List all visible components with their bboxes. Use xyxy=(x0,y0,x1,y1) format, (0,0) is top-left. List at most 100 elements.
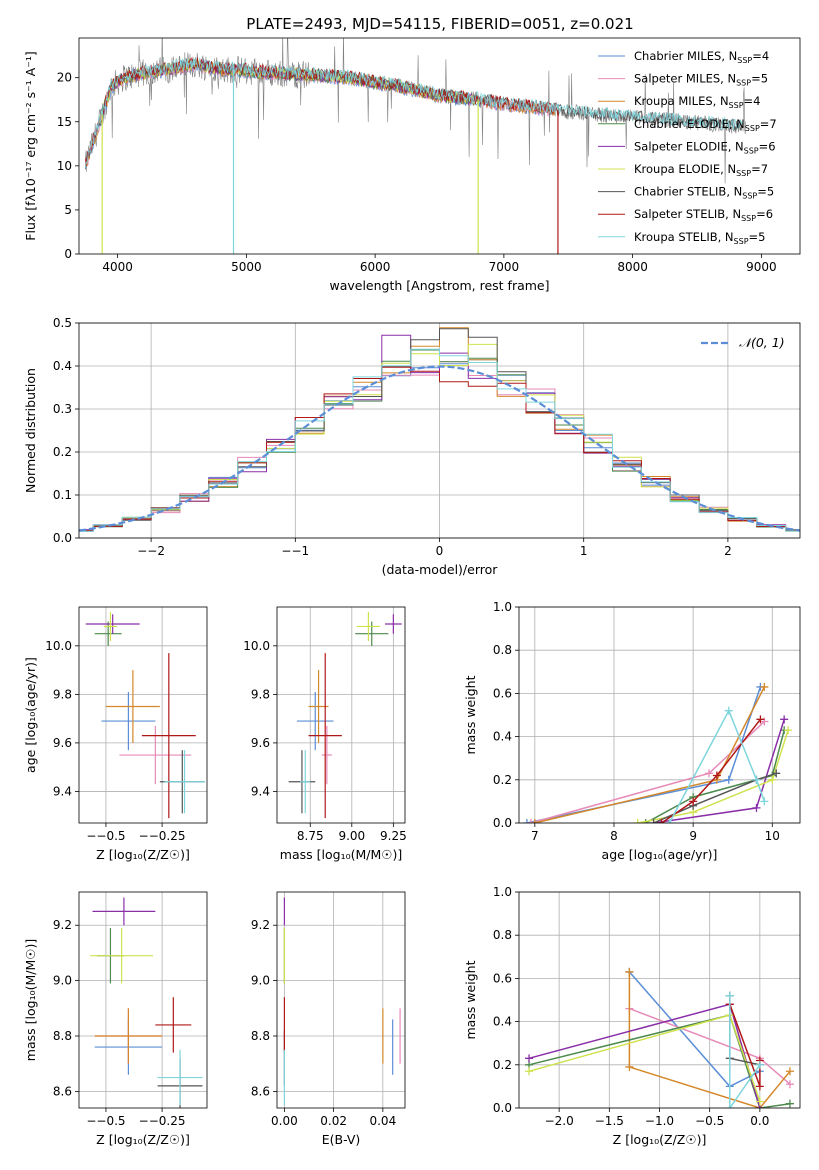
axes-frame xyxy=(78,891,208,1109)
tick-label-y: 0.2 xyxy=(493,1058,512,1072)
tick-label-x: −1.5 xyxy=(595,1114,624,1128)
tick-label-y: 0.4 xyxy=(493,730,512,744)
weight-marker-chabrier-stelib xyxy=(649,819,658,823)
weight-marker-salpeter-stelib xyxy=(756,715,765,724)
legend-subscript: SSP xyxy=(736,169,751,178)
tick-label-x: −1.0 xyxy=(645,1114,674,1128)
residuals-panel: −−2 −−1 0 1 2 0.0 0.1 0.2 0.3 0.4 0.5 (data-model)/… xyxy=(23,316,801,577)
tick-label-y: 9.6 xyxy=(53,736,72,750)
age-vs-mass-panel: 8.75 9.00 9.25 9.4 9.6 9.8 10.0 mass [log₁₀(M/M… xyxy=(243,606,407,862)
tick-label-y: 0.2 xyxy=(493,773,512,787)
weight-marker-kroupa-stelib xyxy=(755,1060,764,1069)
weight-marker-salpeter-elodie xyxy=(780,715,789,724)
tick-label-x: 0.04 xyxy=(369,1114,396,1128)
tick-label-x: 2 xyxy=(724,544,732,558)
age-vs-Z-panel: −−0.5 −−0.25 9.4 9.6 9.8 10.0 Z [log₁₀(Z/Z☉)] a… xyxy=(23,606,208,862)
tick-label-x: 10 xyxy=(765,829,780,843)
weight-marker-chabrier-miles xyxy=(522,819,531,823)
tick-label-y: 0.6 xyxy=(493,971,512,985)
weight-marker-kroupa-miles xyxy=(760,682,769,691)
legend-subscript: SSP xyxy=(729,101,744,110)
legend-entry-kroupa-elodie: Kroupa ELODIE, NSSP=7 xyxy=(634,162,768,178)
legend-entry-kroupa-stelib: Kroupa STELIB, NSSP=5 xyxy=(634,230,765,246)
weight-line-chabrier-elodie xyxy=(645,729,785,823)
weight-line-kroupa-stelib xyxy=(729,995,761,1108)
y-axis-label: mass [log₁₀(M/M☉)] xyxy=(23,939,38,1061)
weight-line-kroupa-elodie xyxy=(528,1014,761,1102)
weight-line-kroupa-miles xyxy=(534,686,766,823)
legend-entry-salpeter-elodie: Salpeter ELODIE, NSSP=6 xyxy=(634,139,776,155)
weight-line-salpeter-stelib xyxy=(661,718,761,823)
x-axis-label: E(B-V) xyxy=(322,1132,361,1147)
tick-label-x: 4000 xyxy=(102,260,133,274)
weight-marker-salpeter-stelib xyxy=(712,771,721,780)
y-axis-label: Flux [fλ10⁻¹⁷ erg cm⁻² s⁻¹ A⁻¹] xyxy=(23,51,38,240)
tick-label-y: 0 xyxy=(64,247,72,261)
x-axis-label: mass [log₁₀(M/M☉)] xyxy=(280,847,402,862)
y-axis-label: Normed distribution xyxy=(23,368,38,493)
weight-line-chabrier-miles xyxy=(526,686,762,823)
tick-label-y: 5 xyxy=(64,203,72,217)
model-spectrum-kroupa-stelib xyxy=(85,57,743,169)
mass-vs-EBV-panel: 0.00 0.02 0.04 8.6 8.8 9.0 9.2 E(B-V) xyxy=(251,891,406,1147)
spectrum-panel: 4000 5000 6000 7000 8000 9000 0 5 10 15 20 waveleng… xyxy=(23,37,801,293)
tick-label-y: 0.0 xyxy=(53,531,72,545)
tick-label-y: 20 xyxy=(57,71,72,85)
legend-value: =4 xyxy=(752,49,769,63)
weight-marker-kroupa-elodie xyxy=(768,775,777,784)
legend-value: =6 xyxy=(759,139,776,153)
tick-label-y: 9.4 xyxy=(53,784,72,798)
mass-vs-EBV-content xyxy=(283,897,401,1106)
y-axis-label: mass weight xyxy=(463,960,478,1039)
tick-label-y: 8.8 xyxy=(53,1029,72,1043)
weight-marker-kroupa-stelib xyxy=(752,775,761,784)
tick-label-x: 8000 xyxy=(617,260,648,274)
weight-marker-salpeter-miles xyxy=(526,819,535,823)
plot-area: 4000 5000 6000 7000 8000 900005101520waveleng… xyxy=(23,37,801,1147)
legend-entry-chabrier-miles: Chabrier MILES, NSSP=4 xyxy=(634,49,769,65)
normal-curve xyxy=(79,365,800,532)
tick-label-x: −−2 xyxy=(137,544,165,558)
axes-frame xyxy=(276,606,406,824)
tick-label-x: 0 xyxy=(436,544,444,558)
tick-label-y: 9.8 xyxy=(251,687,270,701)
tick-label-y: 9.2 xyxy=(251,918,270,932)
weight-line-kroupa-stelib xyxy=(668,708,766,823)
age-vs-Z-content xyxy=(85,611,205,819)
histogram-chabrier-stelib xyxy=(79,328,800,532)
tick-label-y: 10.0 xyxy=(243,639,270,653)
legend-entry-salpeter-miles: Salpeter MILES, NSSP=5 xyxy=(634,72,768,88)
tick-label-x: 0.0 xyxy=(750,1114,769,1128)
legend-entry-kroupa-miles: Kroupa MILES, NSSP=4 xyxy=(634,94,760,110)
tick-label-x: 8.75 xyxy=(297,829,324,843)
x-axis-label: Z [log₁₀(Z/Z☉)] xyxy=(96,847,190,862)
tick-label-y: 9.2 xyxy=(53,918,72,932)
legend-value: =6 xyxy=(756,207,773,221)
tick-label-y: 9.0 xyxy=(53,974,72,988)
tick-label-x: 0.02 xyxy=(320,1114,347,1128)
tick-label-y: 8.8 xyxy=(251,1029,270,1043)
weight-marker-salpeter-miles xyxy=(785,1080,794,1089)
tick-label-y: 8.6 xyxy=(53,1084,72,1098)
tick-label-y: 0.3 xyxy=(53,402,72,416)
weight-marker-kroupa-elodie xyxy=(525,1067,534,1076)
weight-marker-kroupa-stelib xyxy=(724,706,733,715)
tick-label-y: 0.0 xyxy=(493,816,512,830)
mass-weight-vs-age-content xyxy=(522,682,793,823)
tick-label-x: −2.0 xyxy=(545,1114,574,1128)
weight-marker-kroupa-miles xyxy=(625,1062,634,1071)
weight-marker-salpeter-stelib xyxy=(689,797,698,806)
weight-marker-kroupa-stelib xyxy=(725,1104,734,1108)
legend-value: =5 xyxy=(749,230,766,244)
tick-label-x: 7 xyxy=(531,829,539,843)
tick-label-x: 5000 xyxy=(231,260,262,274)
axes-frame xyxy=(518,606,801,824)
age-vs-mass-content xyxy=(288,611,402,819)
legend-value: =5 xyxy=(757,185,774,199)
tick-label-x: 7000 xyxy=(489,260,520,274)
tick-label-x: 8 xyxy=(610,829,618,843)
weight-marker-kroupa-stelib xyxy=(725,991,734,1000)
mass-weight-vs-age-panel: 7 8 9 10 0.0 0.2 0.4 0.6 0.8 1.0 age [log₁₀(age/yr… xyxy=(463,600,801,862)
tick-label-x: 9.25 xyxy=(380,829,407,843)
legend-value: =7 xyxy=(760,117,777,131)
